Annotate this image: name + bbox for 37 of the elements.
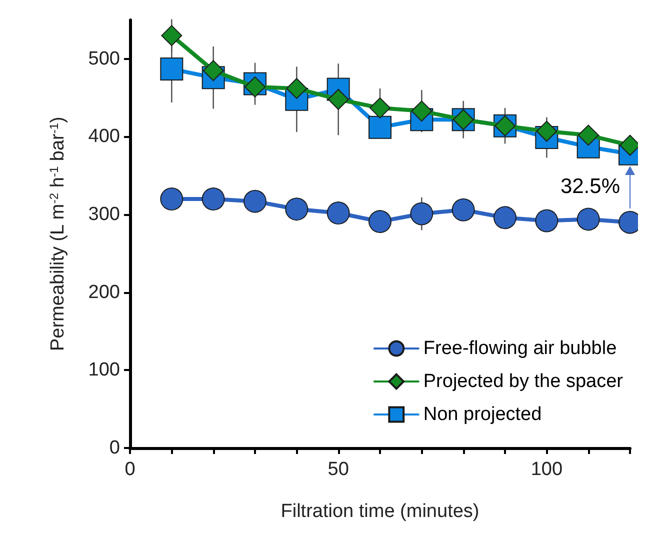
point xyxy=(285,198,308,221)
x-tick-label: 50 xyxy=(328,459,349,480)
point xyxy=(576,208,600,231)
point xyxy=(160,58,184,81)
y-tick-label: 100 xyxy=(88,360,120,381)
legend-label: Free-flowing air bubble xyxy=(423,338,617,359)
point xyxy=(160,187,184,210)
y-tick-label: 0 xyxy=(109,438,120,458)
x-tick-label: 100 xyxy=(530,459,563,480)
point xyxy=(202,187,225,210)
x-axis-title: Filtration time (minutes) xyxy=(280,501,480,522)
point xyxy=(370,97,390,118)
point xyxy=(535,209,558,232)
point xyxy=(578,124,599,146)
y-tick-label: 300 xyxy=(88,204,120,226)
point xyxy=(161,25,182,46)
point xyxy=(326,201,350,224)
point xyxy=(328,88,349,110)
point xyxy=(244,76,266,98)
legend-label: Non projected xyxy=(423,404,542,425)
point xyxy=(536,120,558,142)
point xyxy=(202,60,224,82)
point xyxy=(452,198,475,222)
point xyxy=(286,78,308,99)
y-tick-label: 400 xyxy=(88,126,120,148)
point xyxy=(494,206,516,230)
point xyxy=(368,210,392,234)
y-tick-label: 200 xyxy=(88,282,120,303)
point xyxy=(244,190,266,213)
y-axis-title: Permeability (L m-2 h-1 bar-1) xyxy=(47,116,68,352)
y-tick-label: 500 xyxy=(88,48,120,70)
point xyxy=(410,202,434,226)
annotation: 32.5% xyxy=(560,175,620,200)
point xyxy=(368,116,392,139)
point xyxy=(411,100,432,122)
legend-label: Projected by the spacer xyxy=(423,371,624,392)
x-tick-label: 0 xyxy=(124,459,136,480)
